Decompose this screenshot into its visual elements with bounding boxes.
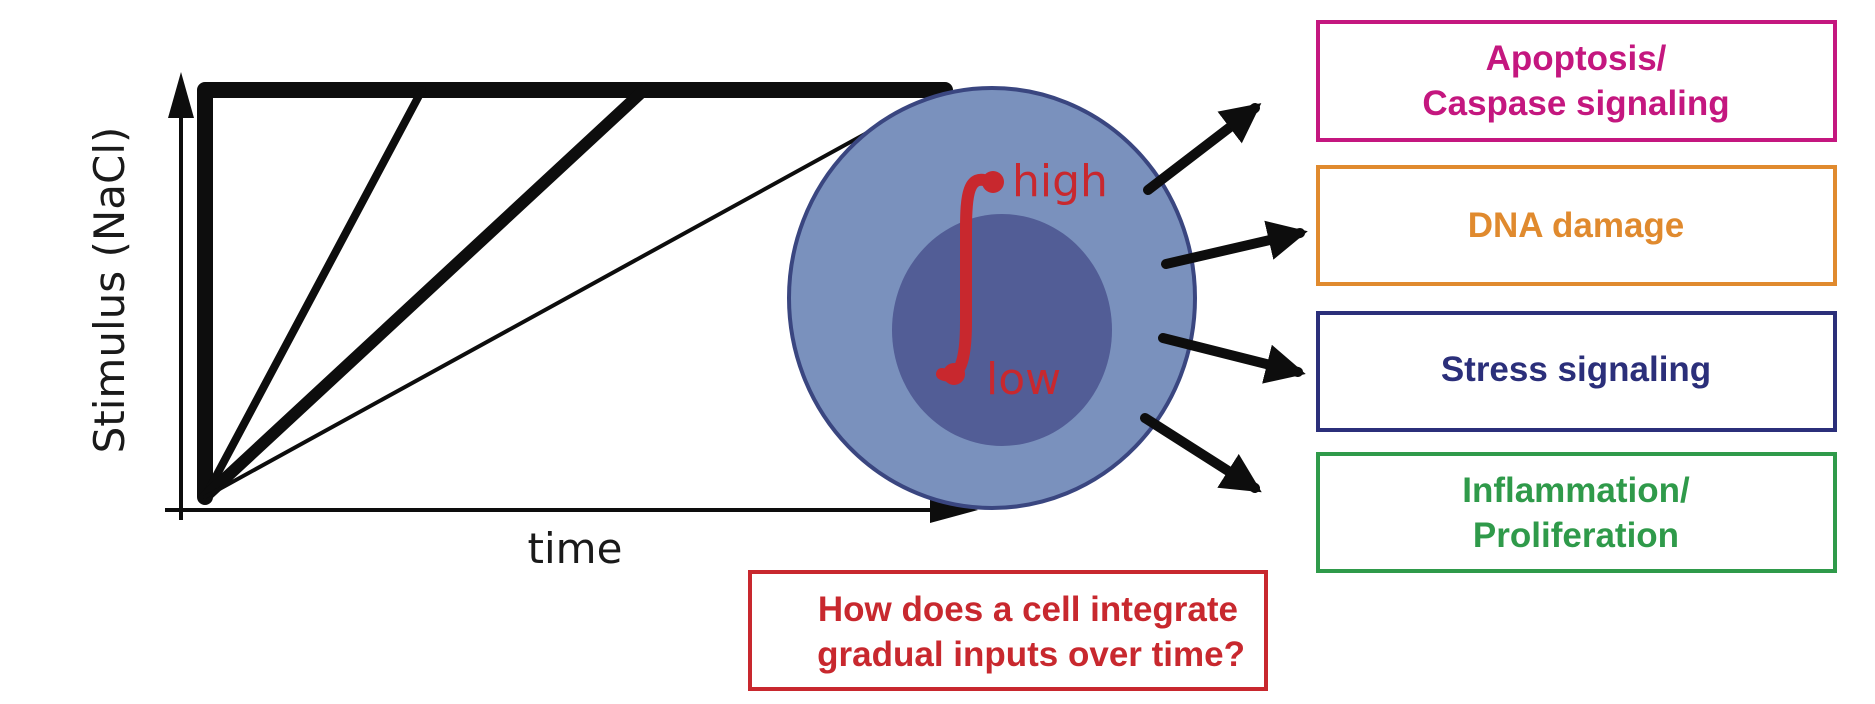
arrow-to-stress-signaling [1158, 333, 1306, 384]
outcome-dna-damage-frame [1316, 165, 1837, 286]
output-arrows [1140, 103, 1308, 493]
integral-bottom-terminal [943, 363, 965, 385]
outcome-stress-signaling-label: Stress signaling [1441, 350, 1711, 389]
slow-ramp-line [203, 88, 947, 499]
y-axis-arrowhead [168, 72, 194, 118]
fast-ramp-line [201, 86, 426, 501]
integral-low-label: low [986, 354, 1061, 405]
x-axis-label: time [528, 524, 623, 573]
cell: high low [787, 86, 1197, 510]
outcome-stress-signaling-box: Stress signaling [1316, 311, 1837, 432]
medium-ramp-line [199, 84, 650, 503]
outcome-apoptosis-box: Apoptosis/ Caspase signaling [1316, 20, 1837, 142]
question-line1: How does a cell integrate [818, 590, 1238, 629]
integral-high-label: high [1012, 156, 1108, 207]
outcome-apoptosis-frame [1316, 20, 1837, 142]
stimulus-plot: Stimulus (NaCl) time [85, 72, 978, 573]
outcome-dna-damage-box: DNA damage [1316, 165, 1837, 286]
outcome-inflammation-frame [1316, 452, 1837, 573]
cell-nucleus [892, 214, 1112, 446]
outcome-inflammation-line1: Inflammation/ [1462, 471, 1690, 510]
y-axis-label: Stimulus (NaCl) [85, 127, 134, 454]
question-box: How does a cell integrate gradual inputs… [748, 570, 1268, 691]
outcome-inflammation-line2: Proliferation [1473, 516, 1679, 555]
arrow-to-dna-damage [1161, 220, 1308, 269]
question-frame [748, 570, 1268, 691]
arrow-to-inflammation [1140, 413, 1262, 493]
question-line2: gradual inputs over time? [817, 635, 1245, 674]
outcome-stress-signaling-frame [1316, 311, 1837, 432]
outcome-inflammation-box: Inflammation/ Proliferation [1316, 452, 1837, 573]
outcome-dna-damage-label: DNA damage [1468, 206, 1685, 245]
outcome-apoptosis-line1: Apoptosis/ [1486, 39, 1667, 78]
step-stimulus-line [197, 82, 953, 505]
outcome-apoptosis-line2: Caspase signaling [1422, 84, 1729, 123]
arrow-to-apoptosis [1143, 103, 1262, 195]
integral-top-terminal [982, 171, 1004, 193]
